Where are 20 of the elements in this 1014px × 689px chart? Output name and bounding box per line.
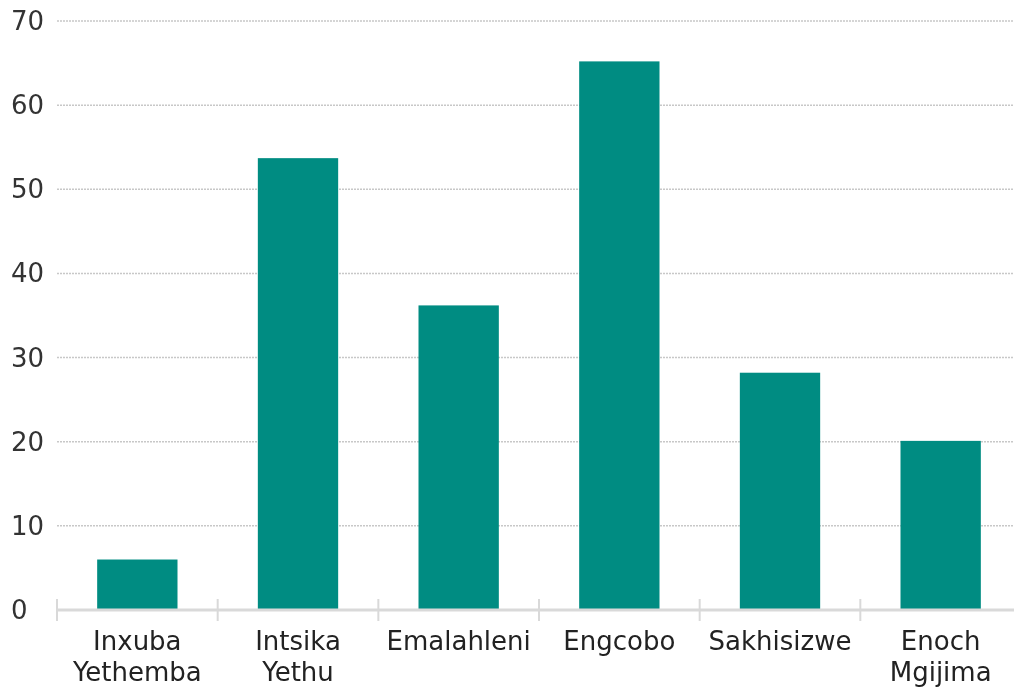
- bar: [900, 440, 981, 610]
- x-tick-label: Emalahleni: [386, 626, 531, 656]
- y-tick-label: 30: [11, 342, 45, 373]
- bar: [418, 305, 499, 610]
- bar: [739, 372, 821, 610]
- x-tick-label: Sakhisizwe: [708, 626, 852, 656]
- y-tick-label: 60: [11, 90, 45, 121]
- x-tick-label: Enoch Mgijima: [889, 626, 992, 687]
- y-tick-label: 20: [11, 426, 45, 457]
- x-tick-label: Inxuba Yethemba: [71, 626, 202, 687]
- bar: [97, 559, 178, 610]
- y-tick-label: 10: [11, 510, 45, 541]
- y-tick-label: 0: [11, 595, 28, 625]
- x-tick-label: Engcobo: [563, 626, 676, 656]
- y-tick-label: 40: [11, 258, 45, 289]
- bar: [257, 158, 339, 610]
- y-tick-label: 50: [11, 174, 45, 205]
- y-tick-label: 70: [11, 6, 45, 36]
- x-tick-label: Intsika Yethu: [255, 626, 341, 687]
- bar: [579, 61, 660, 610]
